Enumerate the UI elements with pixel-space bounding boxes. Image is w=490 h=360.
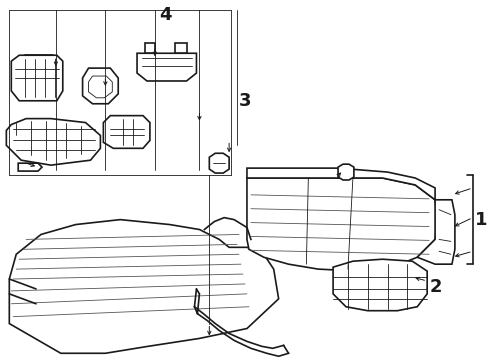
Polygon shape xyxy=(209,153,229,173)
Polygon shape xyxy=(247,168,435,200)
Polygon shape xyxy=(137,53,196,81)
Polygon shape xyxy=(103,116,150,148)
Text: 4: 4 xyxy=(160,6,172,24)
Polygon shape xyxy=(333,259,427,311)
Polygon shape xyxy=(417,200,455,264)
Polygon shape xyxy=(247,178,437,271)
Polygon shape xyxy=(145,43,155,53)
Polygon shape xyxy=(89,76,112,98)
Polygon shape xyxy=(83,68,118,104)
Polygon shape xyxy=(174,43,187,53)
Text: 3: 3 xyxy=(239,92,251,110)
Polygon shape xyxy=(11,55,63,101)
Polygon shape xyxy=(9,220,279,353)
Polygon shape xyxy=(6,118,100,165)
Polygon shape xyxy=(18,163,42,171)
Text: 1: 1 xyxy=(475,211,487,229)
Text: 2: 2 xyxy=(429,278,441,296)
Polygon shape xyxy=(338,164,354,180)
